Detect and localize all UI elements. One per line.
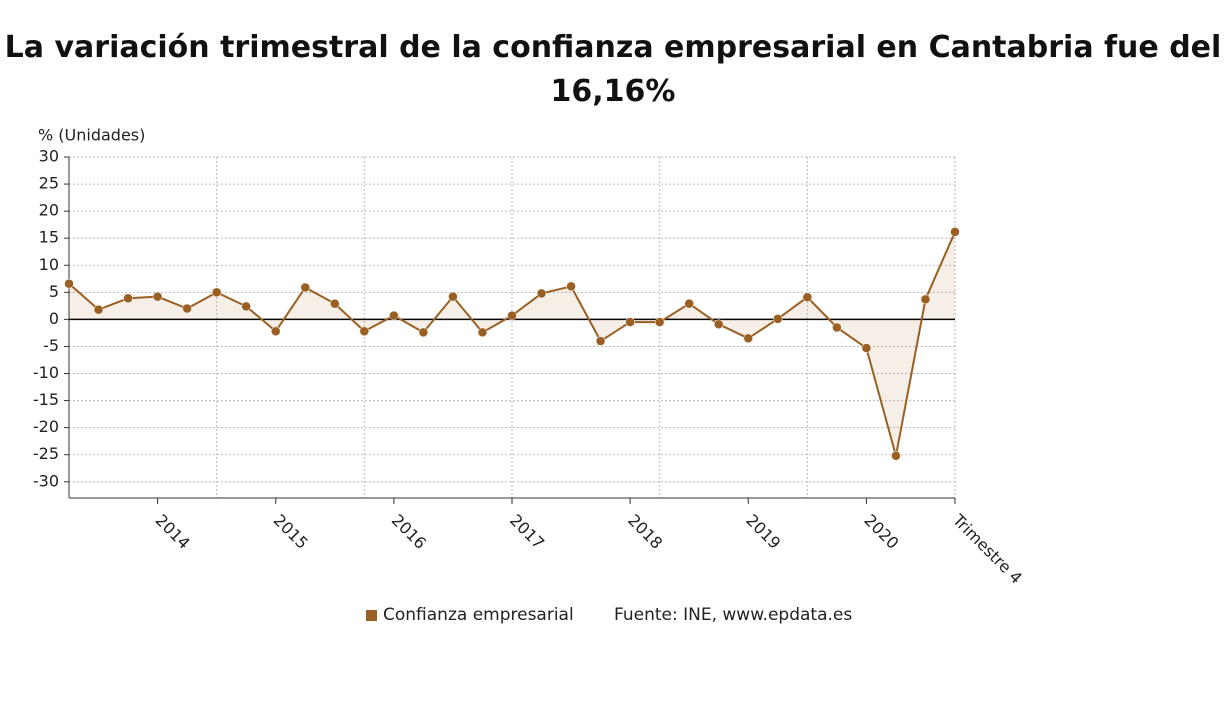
- marker: [595, 336, 606, 346]
- marker: [359, 326, 370, 337]
- y-tick-label: 15: [39, 228, 59, 247]
- marker: [950, 227, 960, 237]
- marker: [152, 291, 163, 302]
- marker: [300, 282, 311, 293]
- y-tick-label: -25: [33, 444, 59, 463]
- chart-title: La variación trimestral de la confianza …: [4, 30, 1222, 109]
- y-tick-label: -15: [33, 390, 59, 409]
- marker: [832, 322, 842, 333]
- marker: [241, 301, 251, 312]
- y-tick-label: 25: [39, 174, 59, 193]
- marker: [477, 327, 488, 338]
- marker: [802, 292, 813, 302]
- marker: [891, 451, 901, 461]
- marker: [920, 294, 931, 305]
- y-tick-label: 10: [39, 255, 59, 274]
- marker: [743, 333, 754, 344]
- source: Fuente: INE, www.epdata.es: [614, 605, 852, 625]
- y-tick-label: -10: [33, 363, 59, 382]
- marker: [773, 314, 783, 324]
- y-tick-label: -20: [33, 417, 59, 436]
- marker: [684, 298, 694, 309]
- marker: [418, 327, 429, 338]
- marker: [182, 303, 192, 314]
- x-tick-label: 2016: [388, 511, 430, 553]
- y-tick-label: 5: [49, 282, 59, 301]
- x-tick-label: 2018: [624, 511, 666, 553]
- marker: [713, 319, 724, 330]
- marker: [93, 304, 104, 315]
- x-tick-label: Trimestre 4: [948, 510, 1026, 588]
- y-tick-label: 30: [39, 147, 59, 166]
- x-tick-label: 2015: [270, 511, 312, 553]
- marker: [566, 281, 576, 292]
- legend-swatch: [366, 610, 377, 621]
- marker: [389, 310, 399, 321]
- marker: [625, 317, 635, 327]
- marker: [654, 317, 665, 327]
- y-tick-label: 20: [39, 201, 59, 220]
- marker: [64, 278, 74, 289]
- marker: [330, 298, 340, 309]
- marker: [507, 310, 517, 321]
- marker: [536, 288, 547, 299]
- marker: [448, 291, 458, 302]
- marker: [123, 293, 133, 304]
- marker: [861, 343, 872, 353]
- marker: [270, 326, 281, 337]
- x-tick-label: 2017: [506, 511, 548, 553]
- x-tick-label: 2014: [152, 511, 194, 553]
- y-axis-label: % (Unidades): [38, 126, 145, 145]
- y-tick-label: 0: [49, 309, 59, 328]
- x-tick-label: 2019: [742, 511, 784, 553]
- y-tick-label: -5: [43, 336, 59, 355]
- marker: [211, 287, 222, 298]
- y-tick-label: -30: [33, 471, 59, 490]
- legend-label: Confianza empresarial: [383, 605, 574, 625]
- x-tick-label: 2020: [860, 511, 902, 553]
